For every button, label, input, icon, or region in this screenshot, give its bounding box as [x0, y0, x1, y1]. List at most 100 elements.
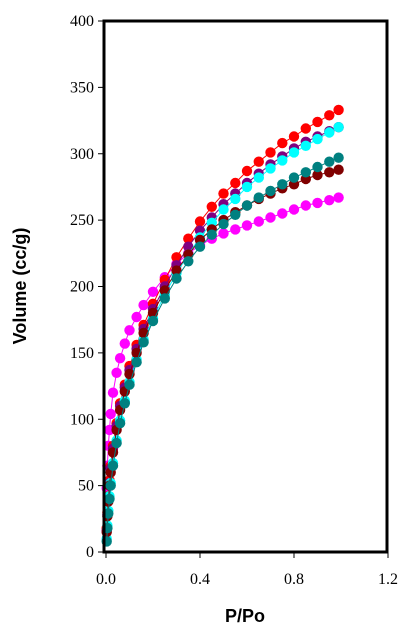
data-point	[147, 315, 159, 327]
data-point	[324, 110, 335, 121]
data-point	[277, 155, 288, 166]
data-point	[107, 460, 119, 471]
data-point	[241, 200, 253, 211]
data-point	[333, 152, 344, 163]
data-point	[265, 185, 276, 197]
series-4	[101, 122, 344, 544]
data-point	[131, 311, 142, 323]
data-point	[218, 204, 229, 215]
data-point	[230, 177, 241, 189]
data-point	[253, 156, 264, 167]
data-point	[300, 167, 311, 178]
data-point	[114, 353, 126, 364]
data-point	[218, 188, 229, 199]
data-point	[159, 293, 170, 304]
data-point	[206, 229, 217, 240]
data-point	[333, 104, 344, 116]
data-point	[312, 116, 323, 128]
x-tick-label: 0.4	[190, 571, 210, 588]
data-point	[147, 286, 159, 297]
data-point	[171, 265, 182, 276]
y-tick-label: 250	[70, 212, 94, 229]
series-6	[101, 152, 344, 547]
data-point	[241, 220, 253, 231]
data-point	[131, 357, 142, 368]
y-tick-label: 200	[70, 279, 94, 296]
data-point	[324, 156, 335, 167]
series-3	[101, 122, 344, 536]
data-point	[107, 387, 119, 398]
data-point	[312, 161, 323, 173]
data-point	[183, 233, 194, 244]
x-axis: 0.0 0.4 0.8 1.2	[96, 552, 398, 588]
data-point	[312, 133, 323, 145]
data-point	[241, 165, 253, 177]
data-point	[230, 224, 241, 235]
y-tick-label: 400	[70, 13, 94, 30]
y-tick-label: 0	[86, 544, 94, 561]
data-point	[218, 218, 229, 230]
data-point	[324, 167, 335, 178]
data-point	[119, 398, 130, 409]
data-point	[333, 122, 344, 133]
data-point	[218, 228, 229, 239]
data-point	[324, 127, 335, 138]
data-point	[105, 408, 116, 420]
plot-frame	[102, 19, 389, 554]
data-point	[138, 337, 149, 348]
data-point	[265, 163, 276, 174]
data-point	[105, 480, 116, 491]
data-point	[288, 172, 300, 183]
data-point	[277, 137, 288, 149]
data-point	[183, 256, 194, 267]
data-point	[265, 147, 276, 158]
data-point	[230, 193, 241, 205]
y-tick-label: 50	[78, 478, 94, 495]
y-tick-label: 100	[70, 411, 94, 428]
data-point	[312, 169, 323, 181]
data-point	[253, 216, 264, 227]
data-point	[288, 147, 300, 158]
y-tick-label: 300	[70, 146, 94, 163]
y-tick-label: 350	[70, 79, 94, 96]
data-point	[265, 212, 276, 223]
data-point	[111, 367, 122, 378]
data-point	[253, 172, 264, 183]
data-point	[277, 208, 288, 219]
data-point	[103, 508, 114, 519]
data-point	[333, 192, 344, 203]
x-tick-label: 0.0	[96, 571, 116, 588]
y-axis: 0 50 100 150 200 250 300 350 400	[70, 13, 104, 561]
data-point	[206, 201, 217, 212]
data-point	[230, 209, 241, 220]
x-tick-label: 0.8	[284, 571, 304, 588]
data-point	[333, 164, 344, 175]
data-point	[114, 418, 126, 429]
data-point	[253, 192, 264, 203]
data-point	[124, 325, 135, 336]
data-point	[288, 131, 300, 142]
data-point	[111, 437, 122, 449]
data-point	[324, 195, 335, 206]
data-point	[171, 252, 182, 263]
y-axis-title: Volume (cc/g)	[10, 228, 30, 345]
data-point	[194, 241, 206, 252]
data-point	[183, 241, 194, 252]
data-point	[171, 273, 182, 284]
data-point	[300, 123, 311, 134]
data-point	[241, 181, 253, 193]
data-point	[288, 204, 300, 215]
data-point	[312, 197, 323, 209]
data-point	[119, 338, 130, 349]
data-point	[194, 216, 206, 227]
data-point	[104, 493, 115, 505]
data-point	[300, 140, 311, 151]
y-tick-label: 150	[70, 345, 94, 362]
data-point	[277, 179, 288, 190]
x-axis-title: P/Po	[225, 606, 265, 626]
x-tick-label: 1.2	[378, 571, 398, 588]
data-points	[101, 104, 344, 547]
data-point	[300, 200, 311, 211]
data-point	[107, 447, 119, 458]
